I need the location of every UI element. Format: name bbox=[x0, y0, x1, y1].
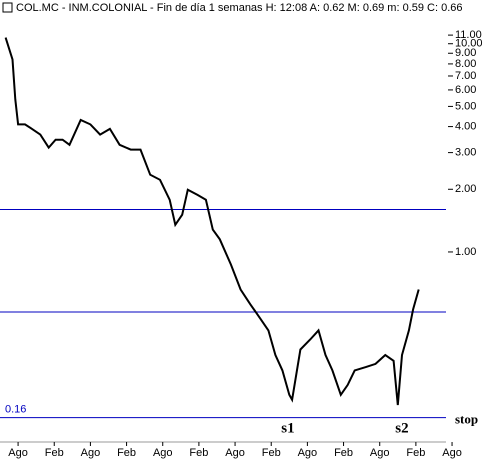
y-tick-label: 6.00 bbox=[455, 84, 476, 96]
x-tick-label: Ago bbox=[370, 447, 390, 459]
x-tick-label: Ago bbox=[8, 447, 28, 459]
x-tick-label: Feb bbox=[334, 447, 353, 459]
annotation: s2 bbox=[395, 420, 408, 436]
y-tick-label: 8.00 bbox=[455, 58, 476, 70]
x-tick-label: Ago bbox=[442, 447, 462, 459]
y-tick-label: 10.00 bbox=[455, 38, 483, 50]
reference-annotation: stop bbox=[455, 412, 478, 427]
x-tick-label: Feb bbox=[189, 447, 208, 459]
price-line bbox=[4, 37, 420, 406]
x-tick-label: Ago bbox=[298, 447, 318, 459]
x-tick-label: Feb bbox=[406, 447, 425, 459]
y-tick-label: 4.00 bbox=[455, 120, 476, 132]
y-tick-label: 7.00 bbox=[455, 70, 476, 82]
y-tick-label: 3.00 bbox=[455, 147, 476, 159]
x-tick-label: Ago bbox=[153, 447, 173, 459]
y-tick-label: 2.00 bbox=[455, 183, 476, 195]
reference-label: 0.16 bbox=[5, 404, 26, 416]
chart-title: COL.MC - INM.COLONIAL - Fin de día 1 sem… bbox=[16, 2, 463, 14]
annotation: s1 bbox=[281, 420, 294, 436]
y-tick-label: 5.00 bbox=[455, 100, 476, 112]
x-tick-label: Feb bbox=[45, 447, 64, 459]
x-tick-label: Feb bbox=[117, 447, 136, 459]
x-tick-label: Ago bbox=[225, 447, 245, 459]
y-tick-label: 1.00 bbox=[455, 246, 476, 258]
y-tick-label: 11.00 bbox=[455, 29, 482, 41]
x-tick-label: Ago bbox=[81, 447, 101, 459]
title-icon bbox=[2, 2, 13, 13]
x-tick-label: Feb bbox=[262, 447, 281, 459]
y-tick-label: 9.00 bbox=[455, 47, 476, 59]
